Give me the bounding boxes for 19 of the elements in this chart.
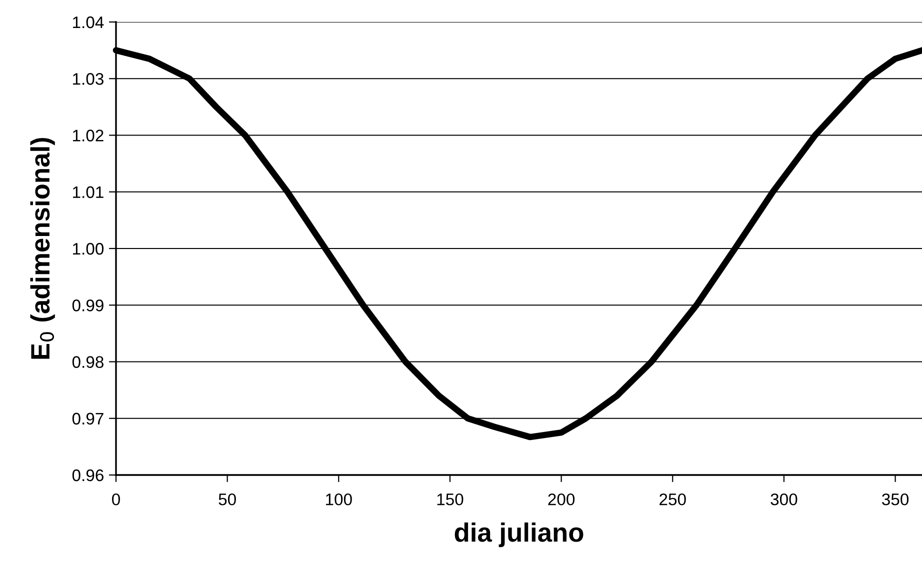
y-tick-label: 0.99 (72, 300, 104, 312)
x-axis-title: dia juliano (454, 522, 584, 548)
x-tick-label: 200 (548, 493, 575, 506)
y-axis-title: E$_{0}$ (adimensional) (30, 138, 55, 359)
x-tick-label: 150 (437, 493, 464, 506)
x-tick-label: 350 (882, 493, 909, 506)
y-tick-label: 1.00 (73, 242, 104, 255)
x-tick-label: 0 (112, 493, 120, 506)
x-tick-label: 50 (218, 493, 236, 506)
y-tick-label: 1.02 (73, 130, 104, 142)
x-tick-label: 250 (660, 493, 686, 506)
y-tick-label: 0.98 (72, 356, 104, 368)
y-tick-label: 0.97 (72, 412, 104, 425)
y-tick-label: 0.96 (72, 469, 104, 482)
y-tick-label: 1.01 (73, 186, 104, 198)
y-tick-label: 1.03 (73, 73, 104, 85)
x-tick-label: 100 (326, 493, 352, 506)
y-tick-label: 1.04 (73, 16, 104, 28)
x-tick-label: 300 (770, 493, 798, 506)
